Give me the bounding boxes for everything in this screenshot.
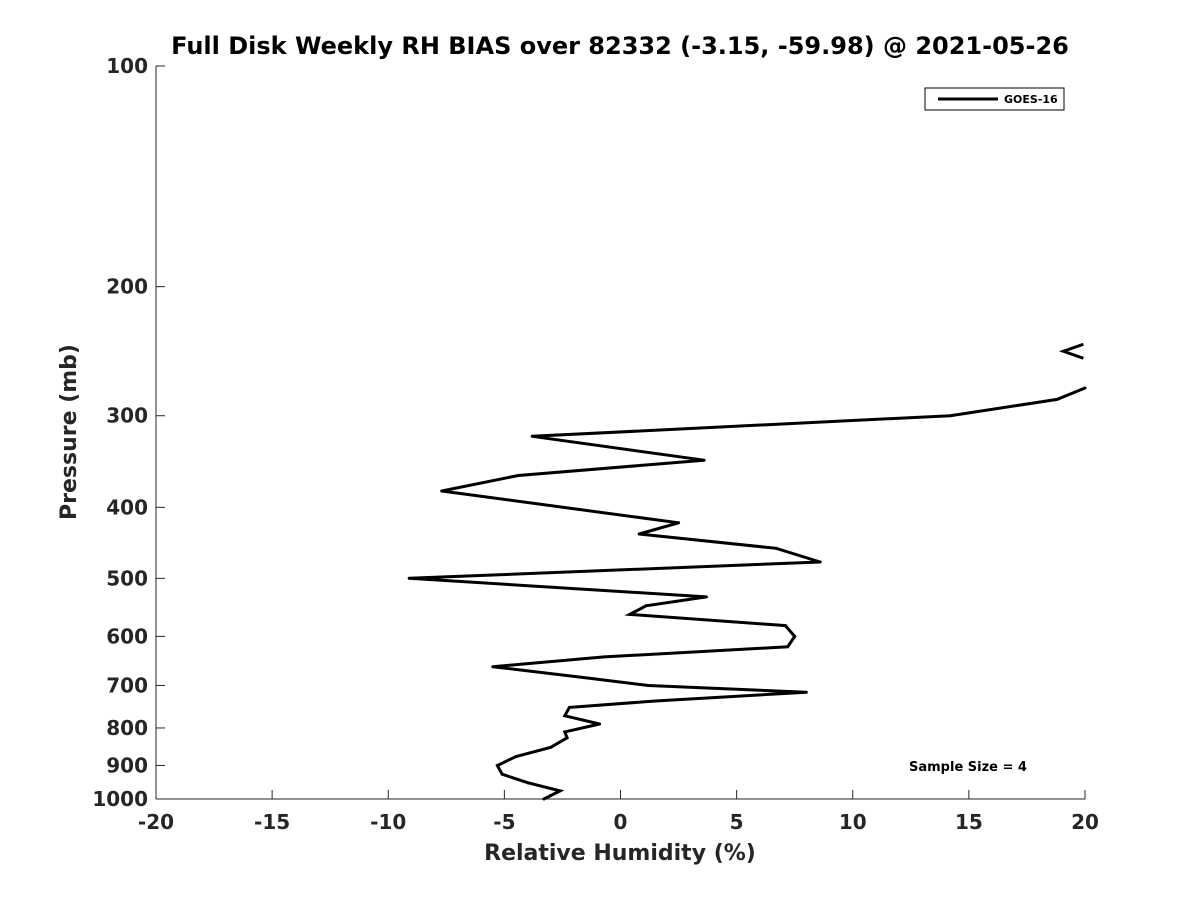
y-tick-label: 700 bbox=[106, 673, 148, 697]
y-tick-label: 400 bbox=[106, 495, 148, 519]
data-point bbox=[793, 634, 797, 638]
data-point bbox=[602, 655, 606, 659]
x-tick-label: 20 bbox=[1071, 810, 1099, 834]
y-axis-ticks: 100 200 300 400 500 600 700 800 900 1000 bbox=[92, 54, 165, 811]
data-point bbox=[677, 521, 681, 525]
data-point bbox=[948, 414, 952, 418]
series-line-goes-16 bbox=[409, 386, 1086, 801]
y-tick-label: 500 bbox=[106, 566, 148, 590]
y-tick-label: 100 bbox=[106, 54, 148, 78]
data-point bbox=[598, 722, 602, 726]
data-point bbox=[1055, 397, 1059, 401]
data-point bbox=[407, 576, 411, 580]
data-point bbox=[786, 645, 790, 649]
x-axis-ticks: -20 -15 -10 -5 0 5 10 15 20 bbox=[138, 790, 1099, 834]
chart-title: Full Disk Weekly RH BIAS over 82332 (-3.… bbox=[171, 32, 1069, 60]
data-point bbox=[637, 532, 641, 536]
data-point bbox=[563, 730, 567, 734]
data-point bbox=[818, 560, 822, 564]
y-axis-title: Pressure (mb) bbox=[57, 344, 82, 520]
data-point bbox=[563, 714, 567, 718]
y-tick-label: 300 bbox=[106, 404, 148, 428]
y-tick-label: 200 bbox=[106, 275, 148, 299]
x-tick-label: 0 bbox=[614, 810, 628, 834]
data-point bbox=[549, 745, 553, 749]
legend: GOES-16 bbox=[924, 87, 1065, 111]
data-point bbox=[530, 434, 534, 438]
data-point bbox=[495, 764, 499, 767]
x-axis-title: Relative Humidity (%) bbox=[484, 841, 756, 866]
data-point bbox=[558, 789, 562, 793]
y-tick-label: 1000 bbox=[92, 787, 148, 811]
data-point bbox=[702, 458, 706, 462]
data-point bbox=[542, 797, 546, 801]
data-point bbox=[567, 705, 571, 709]
data-point bbox=[1083, 386, 1087, 390]
y-tick-label: 600 bbox=[106, 624, 148, 648]
x-tick-label: -10 bbox=[370, 810, 406, 834]
sample-size-annotation: Sample Size = 4 bbox=[909, 760, 1027, 775]
data-point bbox=[565, 736, 569, 740]
data-point bbox=[646, 684, 650, 687]
data-point bbox=[704, 595, 708, 599]
data-point bbox=[628, 612, 632, 616]
data-point bbox=[500, 772, 504, 776]
x-tick-label: 5 bbox=[730, 810, 744, 834]
data-point bbox=[653, 699, 657, 703]
data-point bbox=[591, 677, 595, 681]
data-point bbox=[774, 546, 778, 550]
series-group bbox=[407, 386, 1087, 801]
data-point bbox=[526, 781, 530, 785]
data-point bbox=[783, 624, 787, 628]
x-tick-label: -15 bbox=[254, 810, 290, 834]
x-tick-label: 10 bbox=[839, 810, 867, 834]
data-point bbox=[644, 604, 648, 608]
data-point bbox=[491, 665, 495, 669]
data-point bbox=[516, 474, 520, 477]
x-tick-label: -20 bbox=[138, 810, 174, 834]
y-tick-label: 800 bbox=[106, 716, 148, 740]
offscale-marker-group bbox=[1058, 342, 1084, 360]
data-point bbox=[514, 755, 518, 758]
data-point bbox=[804, 690, 808, 694]
data-point bbox=[440, 489, 444, 493]
y-tick-label: 900 bbox=[106, 753, 148, 777]
offscale-marker bbox=[1058, 342, 1084, 360]
legend-label-goes-16: GOES-16 bbox=[1004, 93, 1058, 106]
x-tick-label: -5 bbox=[493, 810, 515, 834]
x-tick-label: 15 bbox=[955, 810, 983, 834]
